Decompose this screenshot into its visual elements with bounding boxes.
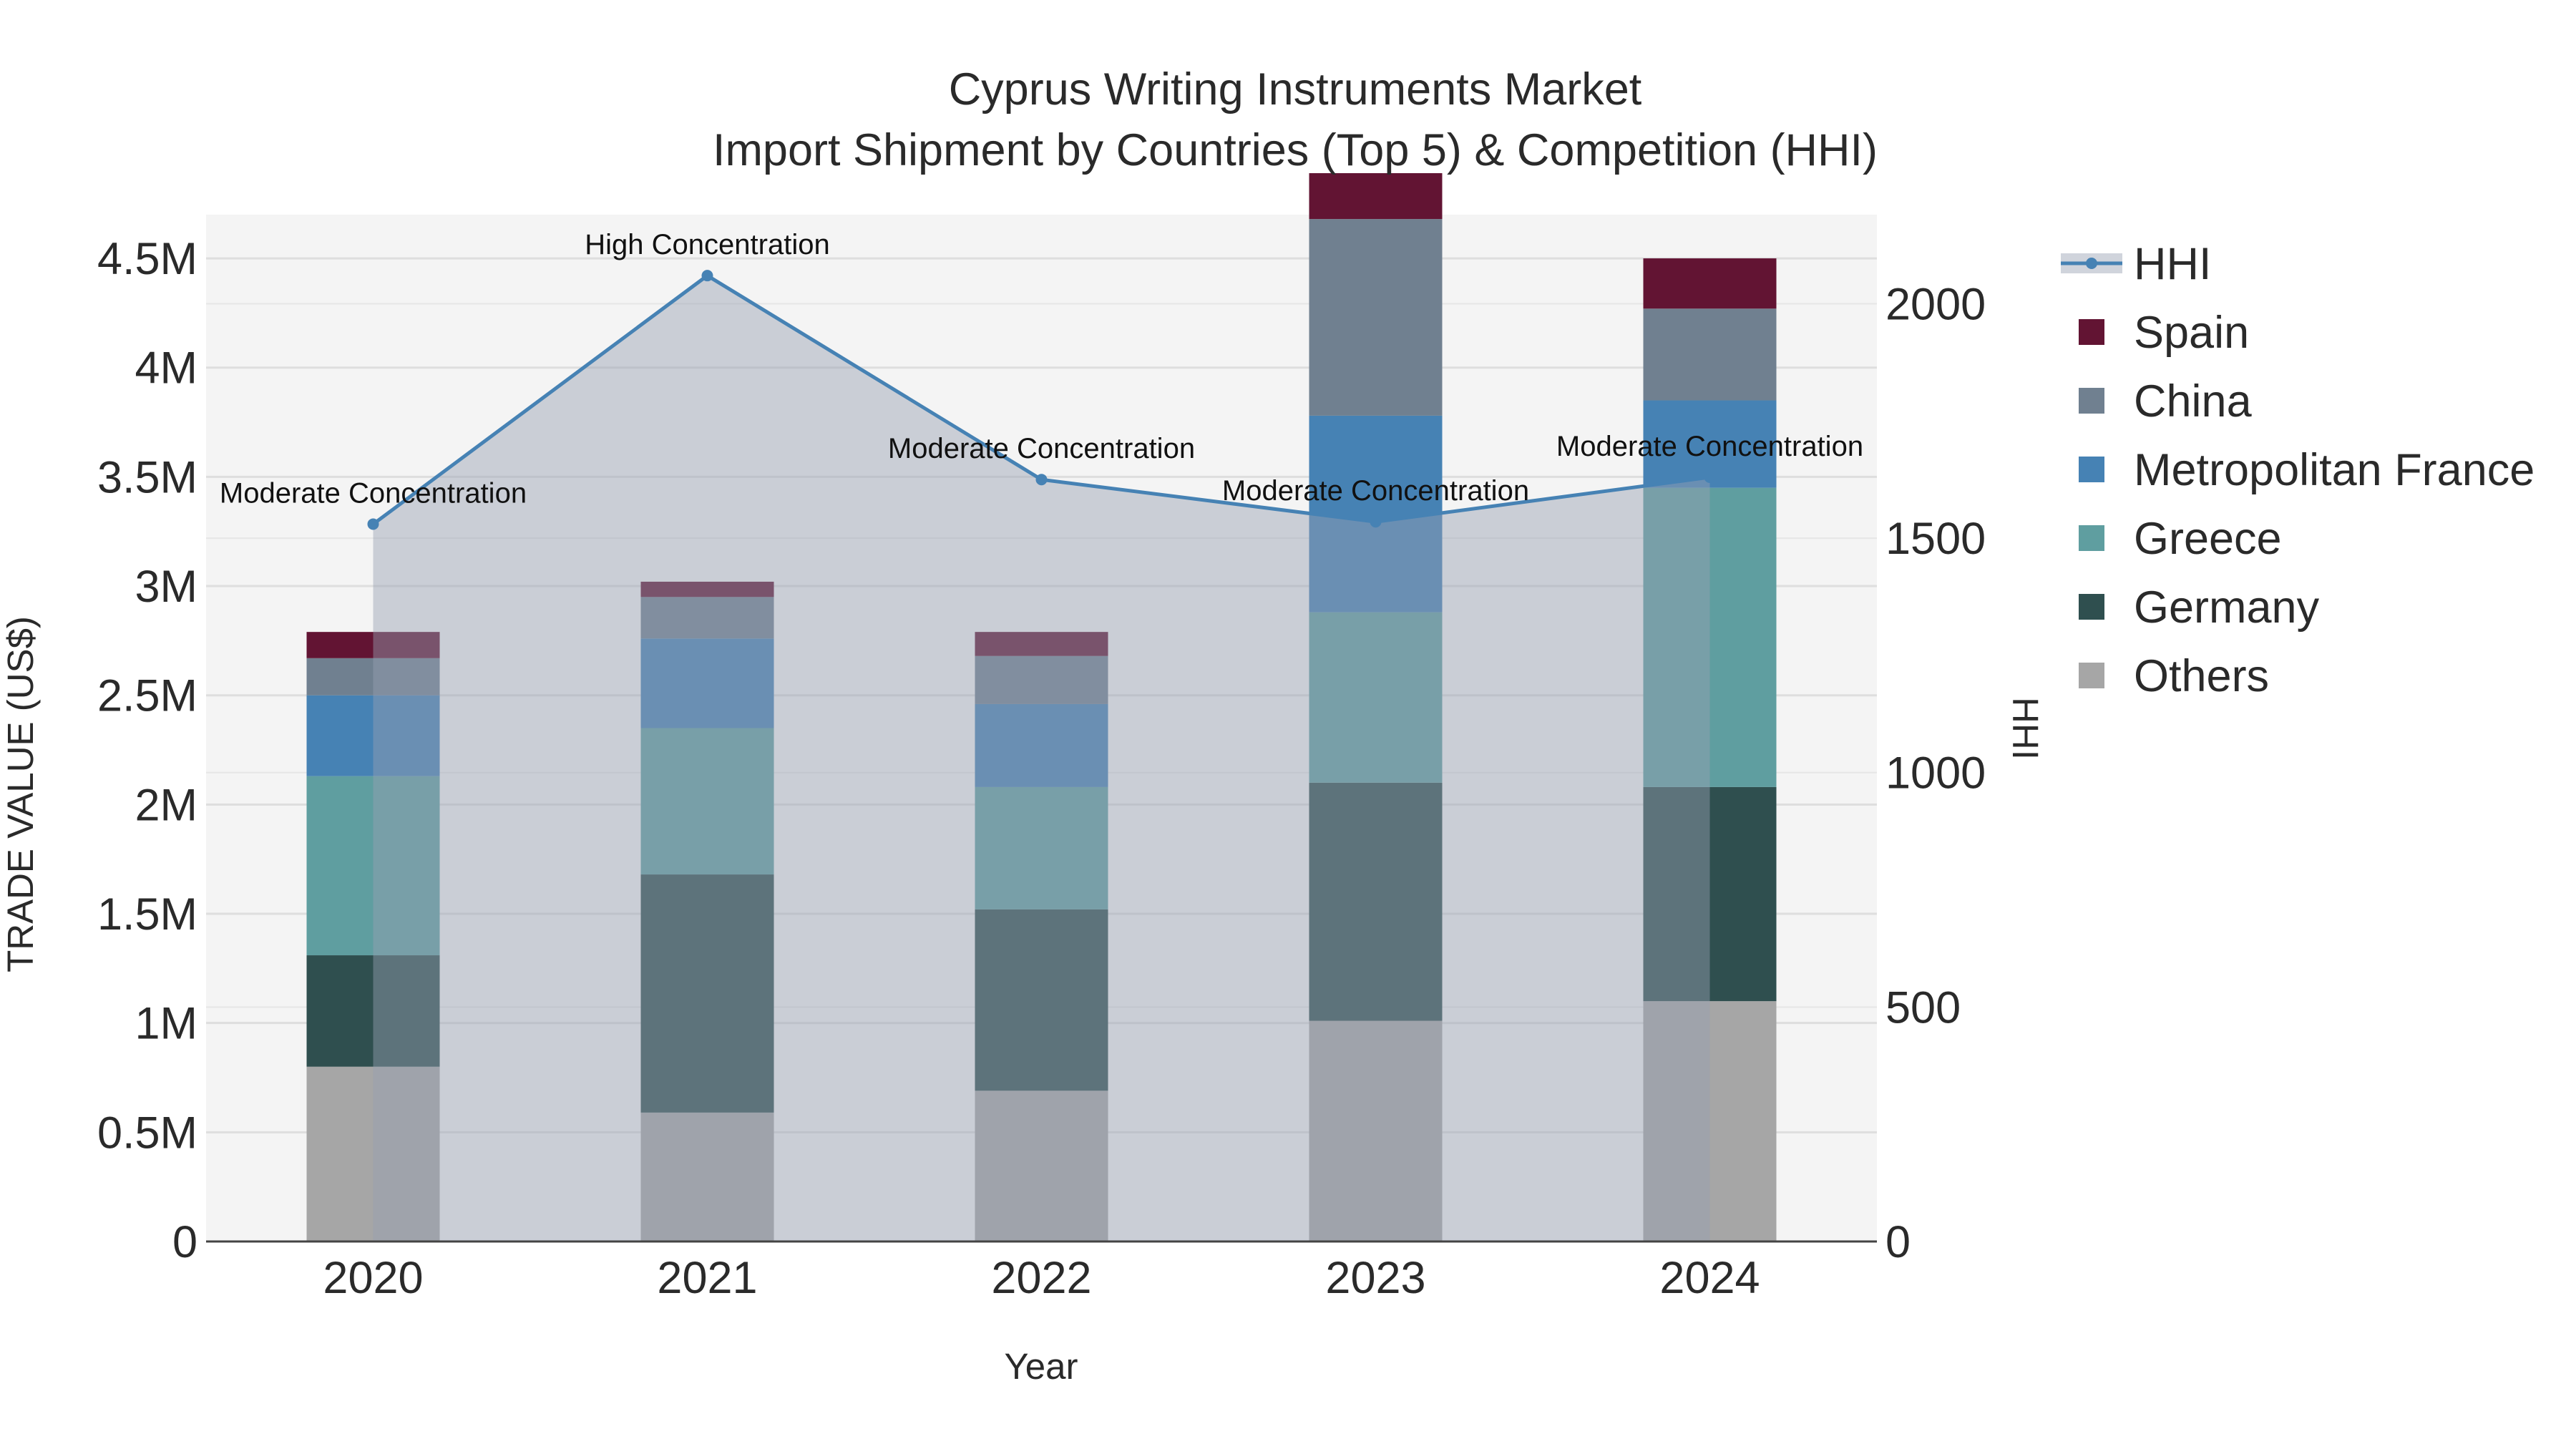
hhi-annotation-2022: Moderate Concentration: [888, 433, 1195, 464]
y2-tick-label: 2000: [1885, 279, 1986, 329]
legend-label: Germany: [2134, 582, 2320, 633]
y-tick-label: 0.5M: [97, 1108, 197, 1158]
bar-spain-2021: [640, 581, 774, 597]
legend-item-hhi: HHI: [2061, 239, 2212, 289]
bar-others-2020: [306, 1066, 440, 1241]
y-axis-title: TRADE VALUE (US$): [0, 616, 41, 972]
bar-metropolitan-france-2022: [975, 703, 1108, 787]
bar-others-2021: [640, 1112, 774, 1241]
x-tick-label: 2021: [657, 1253, 757, 1303]
bar-others-2022: [975, 1091, 1108, 1241]
x-tick-label: 2020: [323, 1253, 423, 1303]
bar-greece-2020: [306, 776, 440, 956]
bar-others-2024: [1643, 1001, 1777, 1241]
bar-greece-2022: [975, 786, 1108, 909]
hhi-point-2023: [1370, 516, 1382, 528]
bar-spain-2022: [975, 632, 1108, 656]
bar-germany-2024: [1643, 786, 1777, 1002]
hhi-annotation-2023: Moderate Concentration: [1222, 475, 1529, 507]
legend-swatch: [2079, 525, 2104, 551]
legend-label: Spain: [2134, 308, 2249, 358]
chart-subtitle: Import Shipment by Countries (Top 5) & C…: [713, 125, 1878, 175]
hhi-annotation-2020: Moderate Concentration: [220, 477, 527, 509]
legend-item-greece: Greece: [2079, 514, 2282, 564]
legend-swatch: [2079, 457, 2104, 482]
bar-china-2024: [1643, 308, 1777, 401]
y-tick-label: 4.5M: [97, 234, 197, 284]
hhi-point-2021: [701, 270, 713, 282]
legend-item-spain: Spain: [2079, 308, 2249, 358]
bar-greece-2024: [1643, 487, 1777, 787]
hhi-point-2022: [1035, 474, 1048, 486]
hhi-area: [373, 275, 1710, 1242]
bar-greece-2021: [640, 728, 774, 875]
legend-label: Others: [2134, 651, 2269, 701]
bar-others-2023: [1309, 1020, 1443, 1241]
legend-swatch: [2079, 663, 2104, 688]
bar-china-2023: [1309, 219, 1443, 416]
legend-swatch: [2079, 319, 2104, 345]
x-tick-label: 2023: [1325, 1253, 1425, 1303]
bar-china-2021: [640, 597, 774, 639]
x-axis-title: Year: [1004, 1346, 1078, 1387]
legend-item-others: Others: [2079, 651, 2269, 701]
legend-swatch: [2079, 388, 2104, 414]
hhi-annotation-2021: High Concentration: [585, 229, 829, 260]
hhi-point-2024: [1704, 471, 1716, 483]
legend-swatch: [2079, 594, 2104, 620]
hhi-annotations: Moderate Concentration High Concentration…: [220, 229, 1863, 509]
x-tick-label: 2024: [1659, 1253, 1760, 1303]
bar-germany-2022: [975, 909, 1108, 1091]
y-tick-label: 1M: [135, 999, 197, 1049]
y-tick-label: 4M: [135, 343, 197, 394]
bar-metropolitan-france-2023: [1309, 415, 1443, 613]
bar-germany-2021: [640, 874, 774, 1113]
legend-label: HHI: [2134, 239, 2212, 289]
y-tick-label: 2.5M: [97, 671, 197, 721]
y-tick-label: 0: [172, 1217, 197, 1267]
y2-tick-label: 0: [1885, 1217, 1911, 1267]
bar-germany-2020: [306, 955, 440, 1067]
hhi-layer: [367, 270, 1716, 1242]
bar-china-2022: [975, 655, 1108, 704]
hhi-point-2020: [367, 518, 379, 530]
y-axis-ticks: 0 0.5M 1M 1.5M 2M 2.5M 3M 3.5M 4M 4.5M: [97, 234, 197, 1267]
bar-metropolitan-france-2021: [640, 638, 774, 728]
y2-tick-label: 500: [1885, 982, 1961, 1033]
bar-greece-2023: [1309, 612, 1443, 783]
legend-swatch-hhi-marker: [2086, 258, 2097, 269]
hhi-annotation-2024: Moderate Concentration: [1556, 431, 1863, 462]
legend-label: Metropolitan France: [2134, 445, 2534, 495]
legend-item-china: China: [2079, 376, 2253, 426]
bar-germany-2023: [1309, 782, 1443, 1021]
bar-china-2020: [306, 658, 440, 696]
x-axis-ticks: 2020 2021 2022 2023 2024: [323, 1253, 1760, 1303]
y-tick-label: 2M: [135, 780, 197, 830]
y-tick-label: 3.5M: [97, 452, 197, 502]
bar-spain-2020: [306, 632, 440, 658]
y2-tick-label: 1500: [1885, 514, 1986, 564]
bar-spain-2023: [1309, 172, 1443, 220]
bars-layer: [306, 172, 1777, 1241]
chart-title: Cyprus Writing Instruments Market: [949, 64, 1642, 114]
legend-label: China: [2134, 376, 2253, 426]
y2-tick-label: 1000: [1885, 748, 1986, 799]
bar-spain-2024: [1643, 258, 1777, 309]
legend: HHI Spain China Metropolitan France Greece Ge…: [2061, 239, 2534, 701]
y-tick-label: 3M: [135, 562, 197, 612]
y2-axis-title: HHI: [2005, 697, 2046, 760]
bar-metropolitan-france-2020: [306, 695, 440, 776]
y2-axis-ticks: 0 500 1000 1500 2000: [1885, 279, 1986, 1267]
legend-item-germany: Germany: [2079, 582, 2320, 633]
legend-label: Greece: [2134, 514, 2282, 564]
legend-item-metropolitan-france: Metropolitan France: [2079, 445, 2534, 495]
y-tick-label: 1.5M: [97, 889, 197, 940]
x-tick-label: 2022: [991, 1253, 1091, 1303]
